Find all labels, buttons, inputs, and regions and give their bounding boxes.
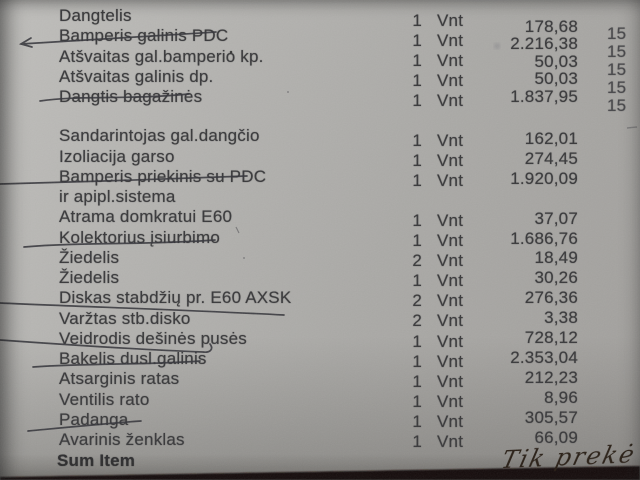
item-vat: 15	[607, 78, 627, 98]
item-name: Bamperis galinis PDC	[59, 26, 229, 46]
item-qty: 1	[412, 170, 422, 190]
item-name: Kolektorius įsiurbimo	[59, 227, 221, 247]
item-price: 2.353,04	[510, 348, 578, 368]
item-price: 2.216,38	[510, 34, 578, 54]
item-qty: 1	[412, 411, 422, 431]
item-qty: 1	[412, 130, 422, 150]
item-name: Ventilis rato	[59, 389, 150, 409]
item-name: Atšvaitas galinis dp.	[59, 66, 214, 86]
item-name: Varžtas stb.disko	[59, 308, 191, 328]
item-price: 178,68	[524, 17, 578, 36]
item-vat: 15	[607, 60, 627, 80]
item-qty: 1	[412, 31, 422, 51]
item-name: Žiedelis	[59, 268, 120, 287]
item-name: Dangtelis	[59, 6, 132, 25]
item-price: 276,36	[524, 288, 578, 308]
item-qty: 1	[412, 331, 422, 351]
item-price: 1.920,09	[510, 168, 578, 188]
item-price: 212,23	[524, 368, 578, 388]
item-qty: 1	[412, 231, 422, 250]
item-name: Atrama domkratui E60	[59, 207, 233, 227]
item-name: Atšvaitas gal.bamperio kp.	[59, 46, 264, 66]
item-qty: 1	[412, 210, 422, 230]
item-price: 8,96	[544, 388, 578, 408]
item-name: Bamperis priekinis su PDC	[59, 166, 267, 186]
item-name: Bakelis dusl.galinis	[59, 349, 207, 368]
item-vat: 15	[607, 24, 627, 43]
item-name: Avarinis ženklas	[59, 430, 185, 449]
item-price: 37,07	[534, 208, 578, 228]
item-name: Padanga	[59, 409, 129, 429]
item-qty: 1	[412, 11, 422, 30]
item-price: 162,01	[524, 128, 578, 148]
item-qty: 2	[412, 291, 422, 311]
item-name: ir apipl.sistema	[59, 187, 176, 206]
item-qty: 1	[412, 391, 422, 411]
item-qty: 1	[412, 71, 422, 91]
item-qty: 1	[412, 351, 422, 371]
item-qty: 2	[412, 251, 422, 271]
item-qty: 1	[412, 432, 422, 451]
item-qty: 1	[412, 91, 422, 111]
item-vat: 15	[607, 96, 627, 116]
item-qty: 1	[412, 150, 422, 170]
item-name: Veidrodis dešinės pusės	[59, 328, 247, 348]
item-name: Dangtis bagažinės	[59, 87, 203, 106]
item-price: 30,26	[534, 268, 578, 288]
item-name: Žiedelis	[59, 247, 120, 267]
item-name: Izoliacija garso	[59, 146, 175, 166]
item-name: Diskas stabdžių pr. E60 AXSK	[59, 288, 292, 308]
item-price: 18,49	[534, 248, 578, 268]
item-price: 50,03	[534, 51, 578, 71]
item-price: 3,38	[544, 308, 578, 328]
item-name: Sandarintojas gal.dangčio	[59, 126, 260, 146]
item-qty: 1	[412, 271, 422, 291]
item-price: 274,45	[524, 148, 578, 168]
item-name: Atsarginis ratas	[59, 369, 180, 389]
item-qty: 1	[412, 371, 422, 391]
item-price: 50,03	[534, 69, 578, 89]
item-price: 305,57	[524, 408, 578, 428]
item-vat: 15	[607, 42, 627, 62]
item-price: 1.837,95	[510, 86, 578, 106]
item-qty: 1	[412, 51, 422, 71]
item-price: 728,12	[524, 328, 578, 348]
item-price: 1.686,76	[510, 228, 578, 248]
item-qty: 2	[412, 311, 422, 331]
